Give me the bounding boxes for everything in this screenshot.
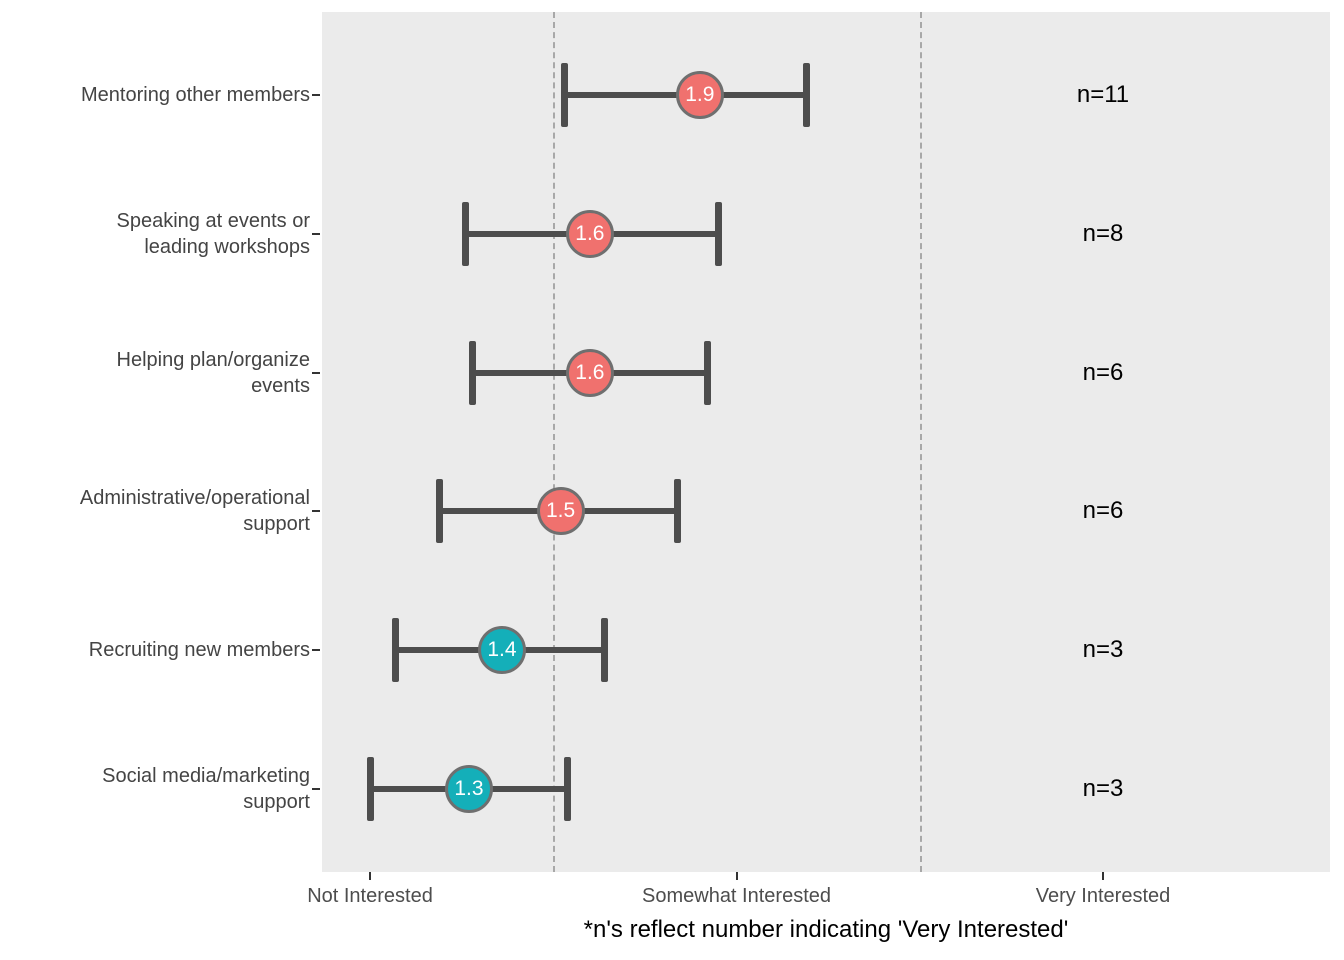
y-axis-label-line: Recruiting new members: [88, 639, 310, 662]
y-axis-tick: [312, 510, 320, 513]
mean-point: 1.3: [444, 764, 493, 813]
x-axis-tick-label: Not Interested: [307, 885, 433, 907]
y-axis-tick: [312, 649, 320, 652]
n-count-label: n=6: [1082, 497, 1124, 525]
y-axis-category-label: Social media/marketing support: [10, 763, 310, 815]
mean-point: 1.9: [675, 71, 724, 120]
y-axis-category-label: Helping plan/organize events: [10, 347, 310, 399]
y-axis-category-label: Administrative/operational support: [10, 485, 310, 537]
x-axis-tick: [735, 872, 738, 880]
x-axis-tick: [1102, 872, 1104, 880]
mean-point: 1.4: [477, 626, 526, 675]
n-count-label: n=6: [1082, 358, 1124, 386]
y-axis-category-label: Mentoring other members: [10, 82, 310, 108]
y-axis-category-label: Speaking at events or leading workshops: [10, 208, 310, 260]
y-axis-label-line: support: [243, 513, 310, 536]
x-axis-tick-label: Somewhat Interested: [642, 885, 831, 907]
error-bar-cap-right: [714, 201, 722, 266]
n-count-label: n=8: [1082, 219, 1124, 247]
n-count-label: n=11: [1076, 81, 1130, 109]
reference-line: [919, 12, 922, 872]
x-axis-caption: *n's reflect number indicating 'Very Int…: [583, 916, 1069, 943]
mean-point: 1.6: [565, 348, 614, 397]
error-bar-cap-left: [461, 201, 469, 266]
y-axis-label-line: Speaking at events or: [116, 209, 310, 232]
error-bar-cap-left: [436, 479, 444, 544]
error-bar-cap-left: [560, 63, 568, 128]
y-axis-label-line: Social media/marketing: [102, 764, 310, 787]
y-axis-label-line: Administrative/operational: [79, 487, 310, 510]
y-axis-label-line: Mentoring other members: [81, 84, 310, 107]
y-axis-label-line: support: [243, 790, 310, 813]
error-bar-cap-right: [601, 618, 609, 683]
y-axis-tick: [312, 371, 320, 374]
error-bar-cap-right: [564, 756, 572, 821]
error-bar-cap-right: [674, 479, 682, 544]
y-axis-category-label: Recruiting new members: [10, 637, 310, 663]
x-axis-tick: [369, 872, 371, 880]
mean-point: 1.5: [536, 487, 585, 536]
error-bar-cap-right: [802, 63, 810, 128]
y-axis-tick: [312, 232, 320, 235]
error-bar-cap-left: [469, 340, 477, 405]
y-axis-tick: [312, 787, 320, 790]
x-axis-tick-label: Very Interested: [1035, 885, 1171, 907]
reference-line: [553, 12, 556, 872]
mean-point: 1.6: [565, 209, 614, 258]
n-count-label: n=3: [1082, 636, 1124, 664]
plot-panel: 1.9 1.6 1.6 1.5 1.4 1.3: [322, 12, 1330, 872]
error-bar-cap-right: [703, 340, 711, 405]
y-axis-label-line: leading workshops: [144, 235, 310, 258]
error-bar-cap-left: [366, 756, 374, 821]
error-bar-cap-left: [392, 618, 400, 683]
y-axis-label-line: Helping plan/organize: [116, 348, 310, 371]
y-axis-label-line: events: [251, 374, 310, 397]
n-count-label: n=3: [1082, 774, 1124, 802]
y-axis-tick: [312, 94, 320, 97]
